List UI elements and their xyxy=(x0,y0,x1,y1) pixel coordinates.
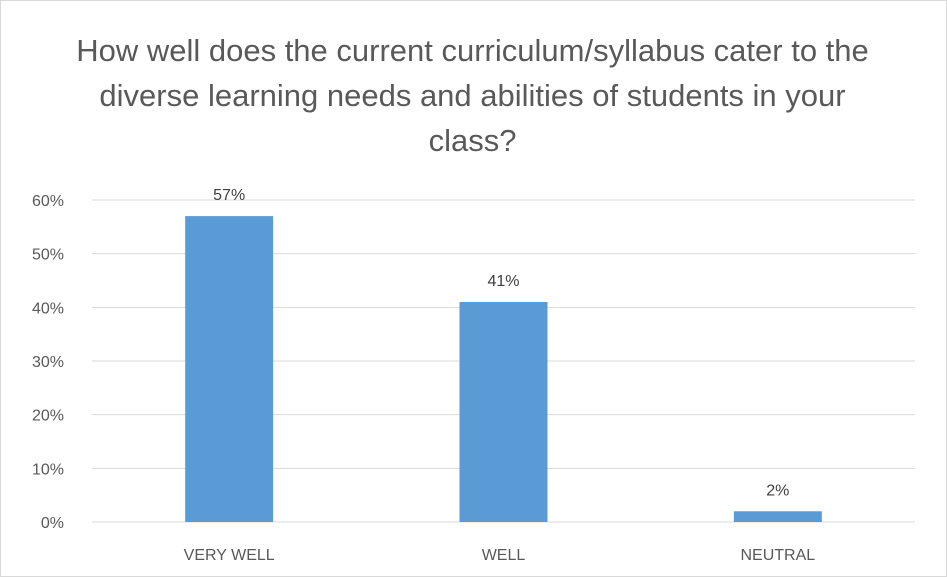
data-label-very-well: 57% xyxy=(213,187,245,204)
y-tick-label-40: 40% xyxy=(32,300,64,317)
y-tick-label-60: 60% xyxy=(32,193,64,210)
category-label-neutral: NEUTRAL xyxy=(740,547,815,564)
y-tick-label-0: 0% xyxy=(41,515,64,532)
bar-well xyxy=(459,301,548,522)
category-label-well: WELL xyxy=(482,547,526,564)
data-label-neutral: 2% xyxy=(766,482,789,499)
bars xyxy=(185,216,822,522)
y-tick-label-20: 20% xyxy=(32,408,64,425)
category-label-very-well: VERY WELL xyxy=(184,547,275,564)
y-tick-label-10: 10% xyxy=(32,461,64,478)
y-axis-tick-labels: 0% 10% 20% 30% 40% 50% 60% xyxy=(32,193,64,532)
data-labels: 57% 41% 2% xyxy=(213,187,789,499)
y-tick-label-30: 30% xyxy=(32,354,64,371)
bar-neutral xyxy=(733,511,822,522)
x-axis-category-labels: VERY WELL WELL NEUTRAL xyxy=(184,547,816,564)
chart-title: How well does the current curriculum/syl… xyxy=(76,33,869,158)
y-tick-label-50: 50% xyxy=(32,247,64,264)
data-label-well: 41% xyxy=(487,273,519,290)
bar-very-well xyxy=(185,216,274,522)
